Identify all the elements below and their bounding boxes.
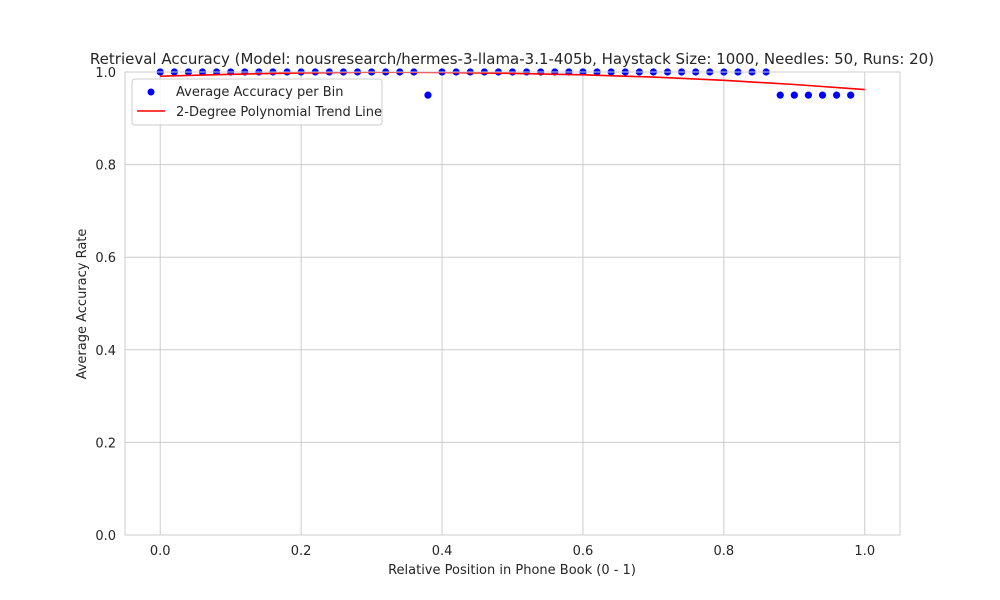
x-tick-label: 0.2 (291, 544, 312, 559)
legend: Average Accuracy per Bin 2-Degree Polyno… (131, 78, 383, 126)
data-point (776, 91, 784, 99)
legend-label-scatter: Average Accuracy per Bin (176, 85, 344, 100)
legend-marker-scatter (147, 88, 155, 96)
data-point (804, 91, 813, 99)
legend-box (131, 78, 383, 126)
legend-label-line: 2-Degree Polynomial Trend Line (176, 105, 382, 120)
x-tick-label: 0.8 (714, 544, 735, 559)
plot-frame (124, 71, 901, 536)
y-tick-label: 1.0 (95, 66, 116, 81)
trend-line (160, 71, 865, 91)
x-axis: 0.0 0.2 0.4 0.6 0.8 1.0 (150, 544, 875, 559)
y-tick-label: 0.4 (95, 344, 116, 359)
y-tick-label: 0.0 (95, 529, 116, 544)
x-tick-label: 0.4 (432, 544, 453, 559)
data-point (847, 91, 855, 99)
grid (125, 71, 900, 536)
y-axis-label: Average Accuracy Rate (75, 229, 90, 380)
y-tick-label: 0.8 (95, 159, 116, 174)
chart-title: Retrieval Accuracy (Model: nousresearch/… (90, 50, 934, 68)
y-tick-label: 0.2 (95, 436, 116, 451)
y-tick-label: 0.6 (95, 251, 116, 266)
data-point (818, 91, 827, 99)
x-tick-label: 0.6 (573, 544, 594, 559)
y-axis: 0.0 0.2 0.4 0.6 0.8 1.0 (95, 66, 116, 544)
data-point (832, 91, 841, 99)
data-point (790, 91, 798, 99)
data-point (424, 91, 432, 99)
x-tick-label: 1.0 (854, 544, 875, 559)
x-tick-label: 0.0 (150, 544, 171, 559)
x-axis-label: Relative Position in Phone Book (0 - 1) (388, 563, 636, 578)
